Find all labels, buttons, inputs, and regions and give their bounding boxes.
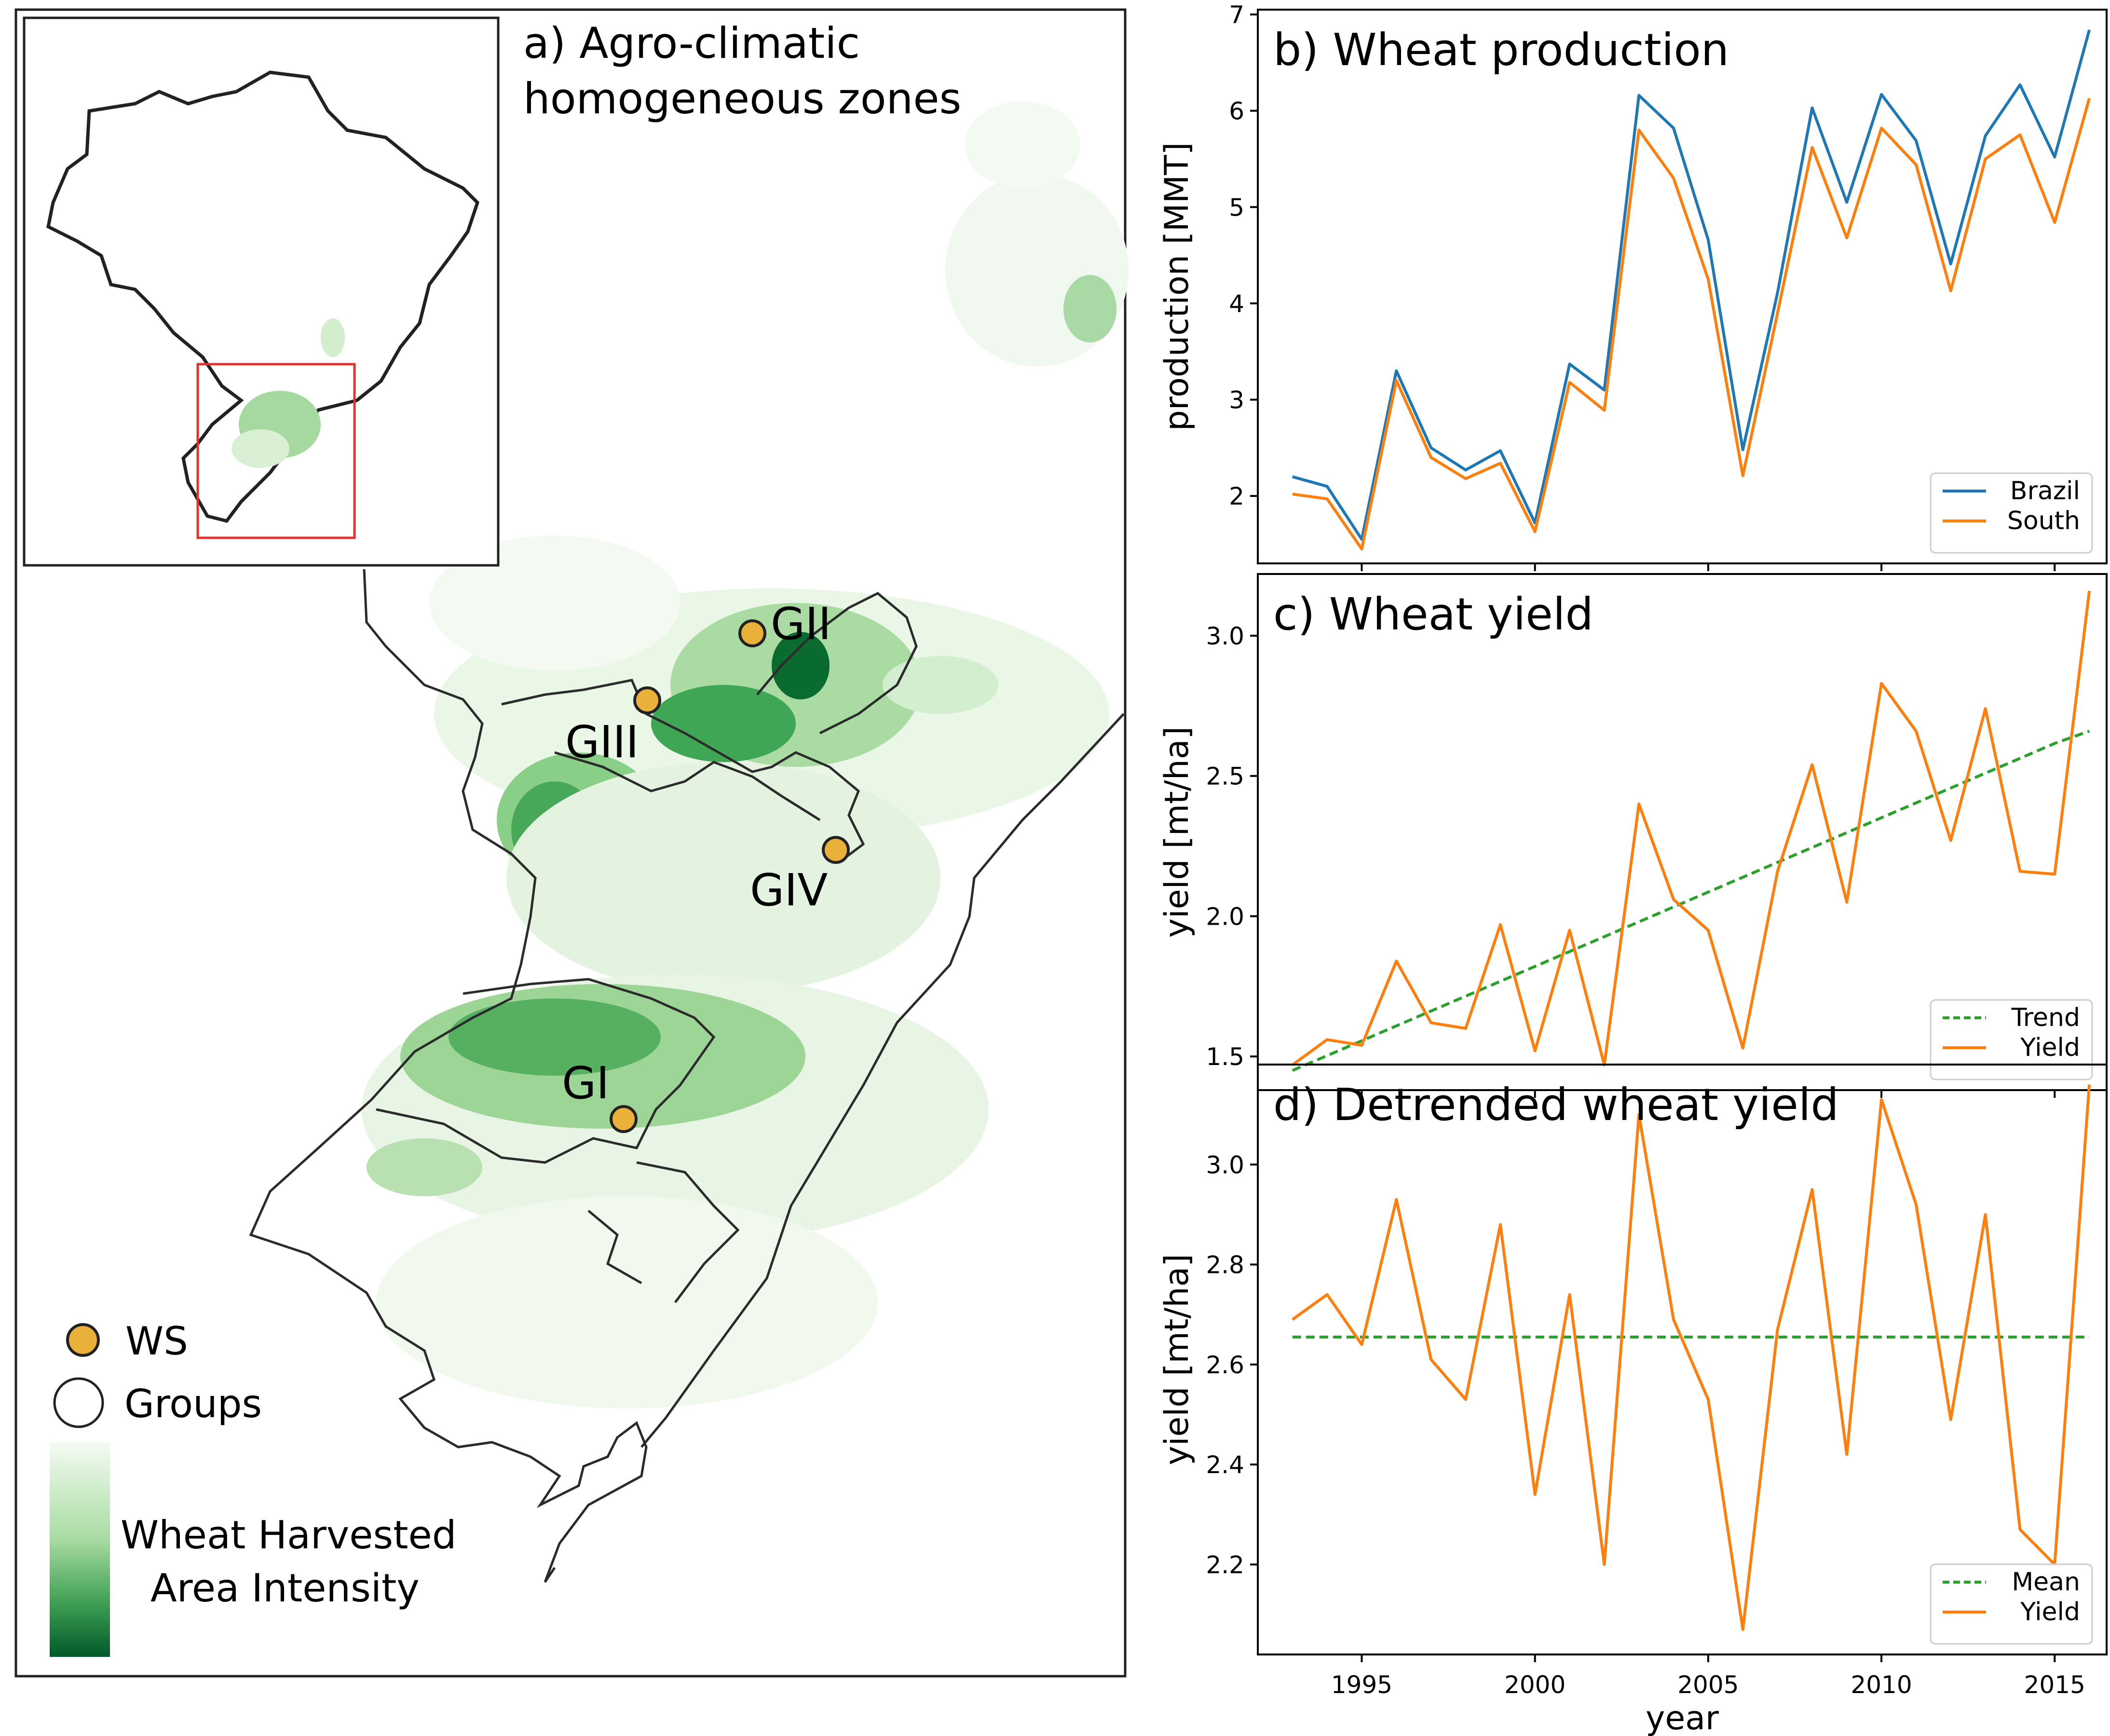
plot-frame-d <box>1257 1064 2108 1655</box>
legend-label-trend-c: Trend <box>2011 1003 2080 1032</box>
legend-ws-symbol <box>66 1323 100 1357</box>
map-legend: WS Groups <box>53 1319 262 1428</box>
colorbar-label-line1: Wheat Harvested <box>121 1513 457 1558</box>
legend-box-b <box>1930 472 2093 554</box>
ytick-label-b: 5 <box>1229 193 1244 221</box>
legend-label-yield-d: Yield <box>2020 1598 2080 1627</box>
map-title-line1: a) Agro-climatic <box>523 18 860 68</box>
xtick-label-d: 2015 <box>2024 1671 2085 1699</box>
chart-panel-c: 1.5 2.0 2.5 3.0 c) Wheat yield yield [mt/ha] T… <box>1158 573 2108 1098</box>
series-line-yield-d <box>1292 1084 2091 1631</box>
ytick-label-c: 2.5 <box>1206 763 1244 791</box>
colorbar <box>50 1442 110 1657</box>
map-panel: a) Agro-climatic homogeneous zones GII G… <box>14 8 1129 1678</box>
xtick-label-d: 2005 <box>1677 1671 1739 1699</box>
ytick-label-c: 3.0 <box>1206 622 1244 650</box>
xtick-label-d: 2010 <box>1851 1671 1912 1699</box>
chart-panel-d: 2.2 2.4 2.6 2.8 3.0 1995 2000 2005 2010 2015 d) De… <box>1158 1064 2108 1736</box>
y-axis-title-c: yield [mt/ha] <box>1158 726 1196 938</box>
series-line-yield-c <box>1292 590 2091 1066</box>
chart-title-b: b) Wheat production <box>1273 24 1729 76</box>
map-title-line2: homogeneous zones <box>523 74 961 123</box>
series-line-south-b <box>1292 97 2091 551</box>
series-line-trend-c <box>1292 729 2090 1072</box>
ytick-label-b: 7 <box>1229 1 1244 29</box>
ws-marker-gi[interactable] <box>610 1105 638 1133</box>
group-label-gi: GI <box>562 1057 609 1109</box>
ytick-label-b: 2 <box>1229 482 1244 510</box>
series-line-brazil-b <box>1292 29 2091 541</box>
ws-marker-giii[interactable] <box>633 686 661 714</box>
inset-map <box>23 16 500 567</box>
ytick-label-d: 2.6 <box>1206 1351 1244 1379</box>
legend-box-c <box>1930 999 2093 1080</box>
legend-label-south-b: South <box>2007 506 2080 535</box>
ytick-label-c: 1.5 <box>1206 1043 1244 1071</box>
legend-box-d <box>1930 1563 2093 1645</box>
ytick-label-b: 6 <box>1229 97 1244 125</box>
ytick-label-d: 3.0 <box>1206 1151 1244 1179</box>
xtick-label-d: 1995 <box>1331 1671 1392 1699</box>
group-label-giii: GIII <box>565 716 639 768</box>
legend-label-brazil-b: Brazil <box>2010 477 2080 506</box>
ytick-label-d: 2.4 <box>1206 1451 1244 1479</box>
xtick-label-d: 2000 <box>1504 1671 1565 1699</box>
legend-ws-label: WS <box>125 1319 188 1364</box>
ytick-label-d: 2.8 <box>1206 1251 1244 1279</box>
ytick-label-b: 3 <box>1229 386 1244 414</box>
plot-frame-c <box>1257 573 2108 1091</box>
chart-panel-b: 2 3 4 5 6 7 b) Wheat production production [MMT… <box>1158 1 2108 571</box>
legend-label-mean-d: Mean <box>2012 1568 2080 1597</box>
x-axis-title-d: year <box>1646 1699 1719 1736</box>
group-label-gii: GII <box>771 598 831 650</box>
harvested-area-shading <box>362 101 1129 1408</box>
y-axis-title-d: yield [mt/ha] <box>1158 1254 1196 1465</box>
legend-label-yield-c: Yield <box>2020 1033 2080 1062</box>
chart-title-d: d) Detrended wheat yield <box>1273 1079 1839 1131</box>
chart-title-c: c) Wheat yield <box>1273 588 1593 640</box>
legend-groups-symbol <box>53 1377 104 1428</box>
ytick-label-c: 2.0 <box>1206 902 1244 930</box>
y-axis-title-b: production [MMT] <box>1158 142 1196 431</box>
legend-groups-label: Groups <box>124 1381 262 1426</box>
plot-frame-b <box>1257 9 2108 564</box>
map-outlines <box>249 569 1125 1583</box>
inset-extent-box <box>196 363 356 539</box>
group-label-giv: GIV <box>750 864 828 916</box>
ws-marker-gii[interactable] <box>738 619 766 647</box>
ws-marker-giv[interactable] <box>822 836 850 864</box>
colorbar-label-line2: Area Intensity <box>150 1566 420 1611</box>
ytick-label-d: 2.2 <box>1206 1551 1244 1579</box>
ytick-label-b: 4 <box>1229 290 1244 318</box>
